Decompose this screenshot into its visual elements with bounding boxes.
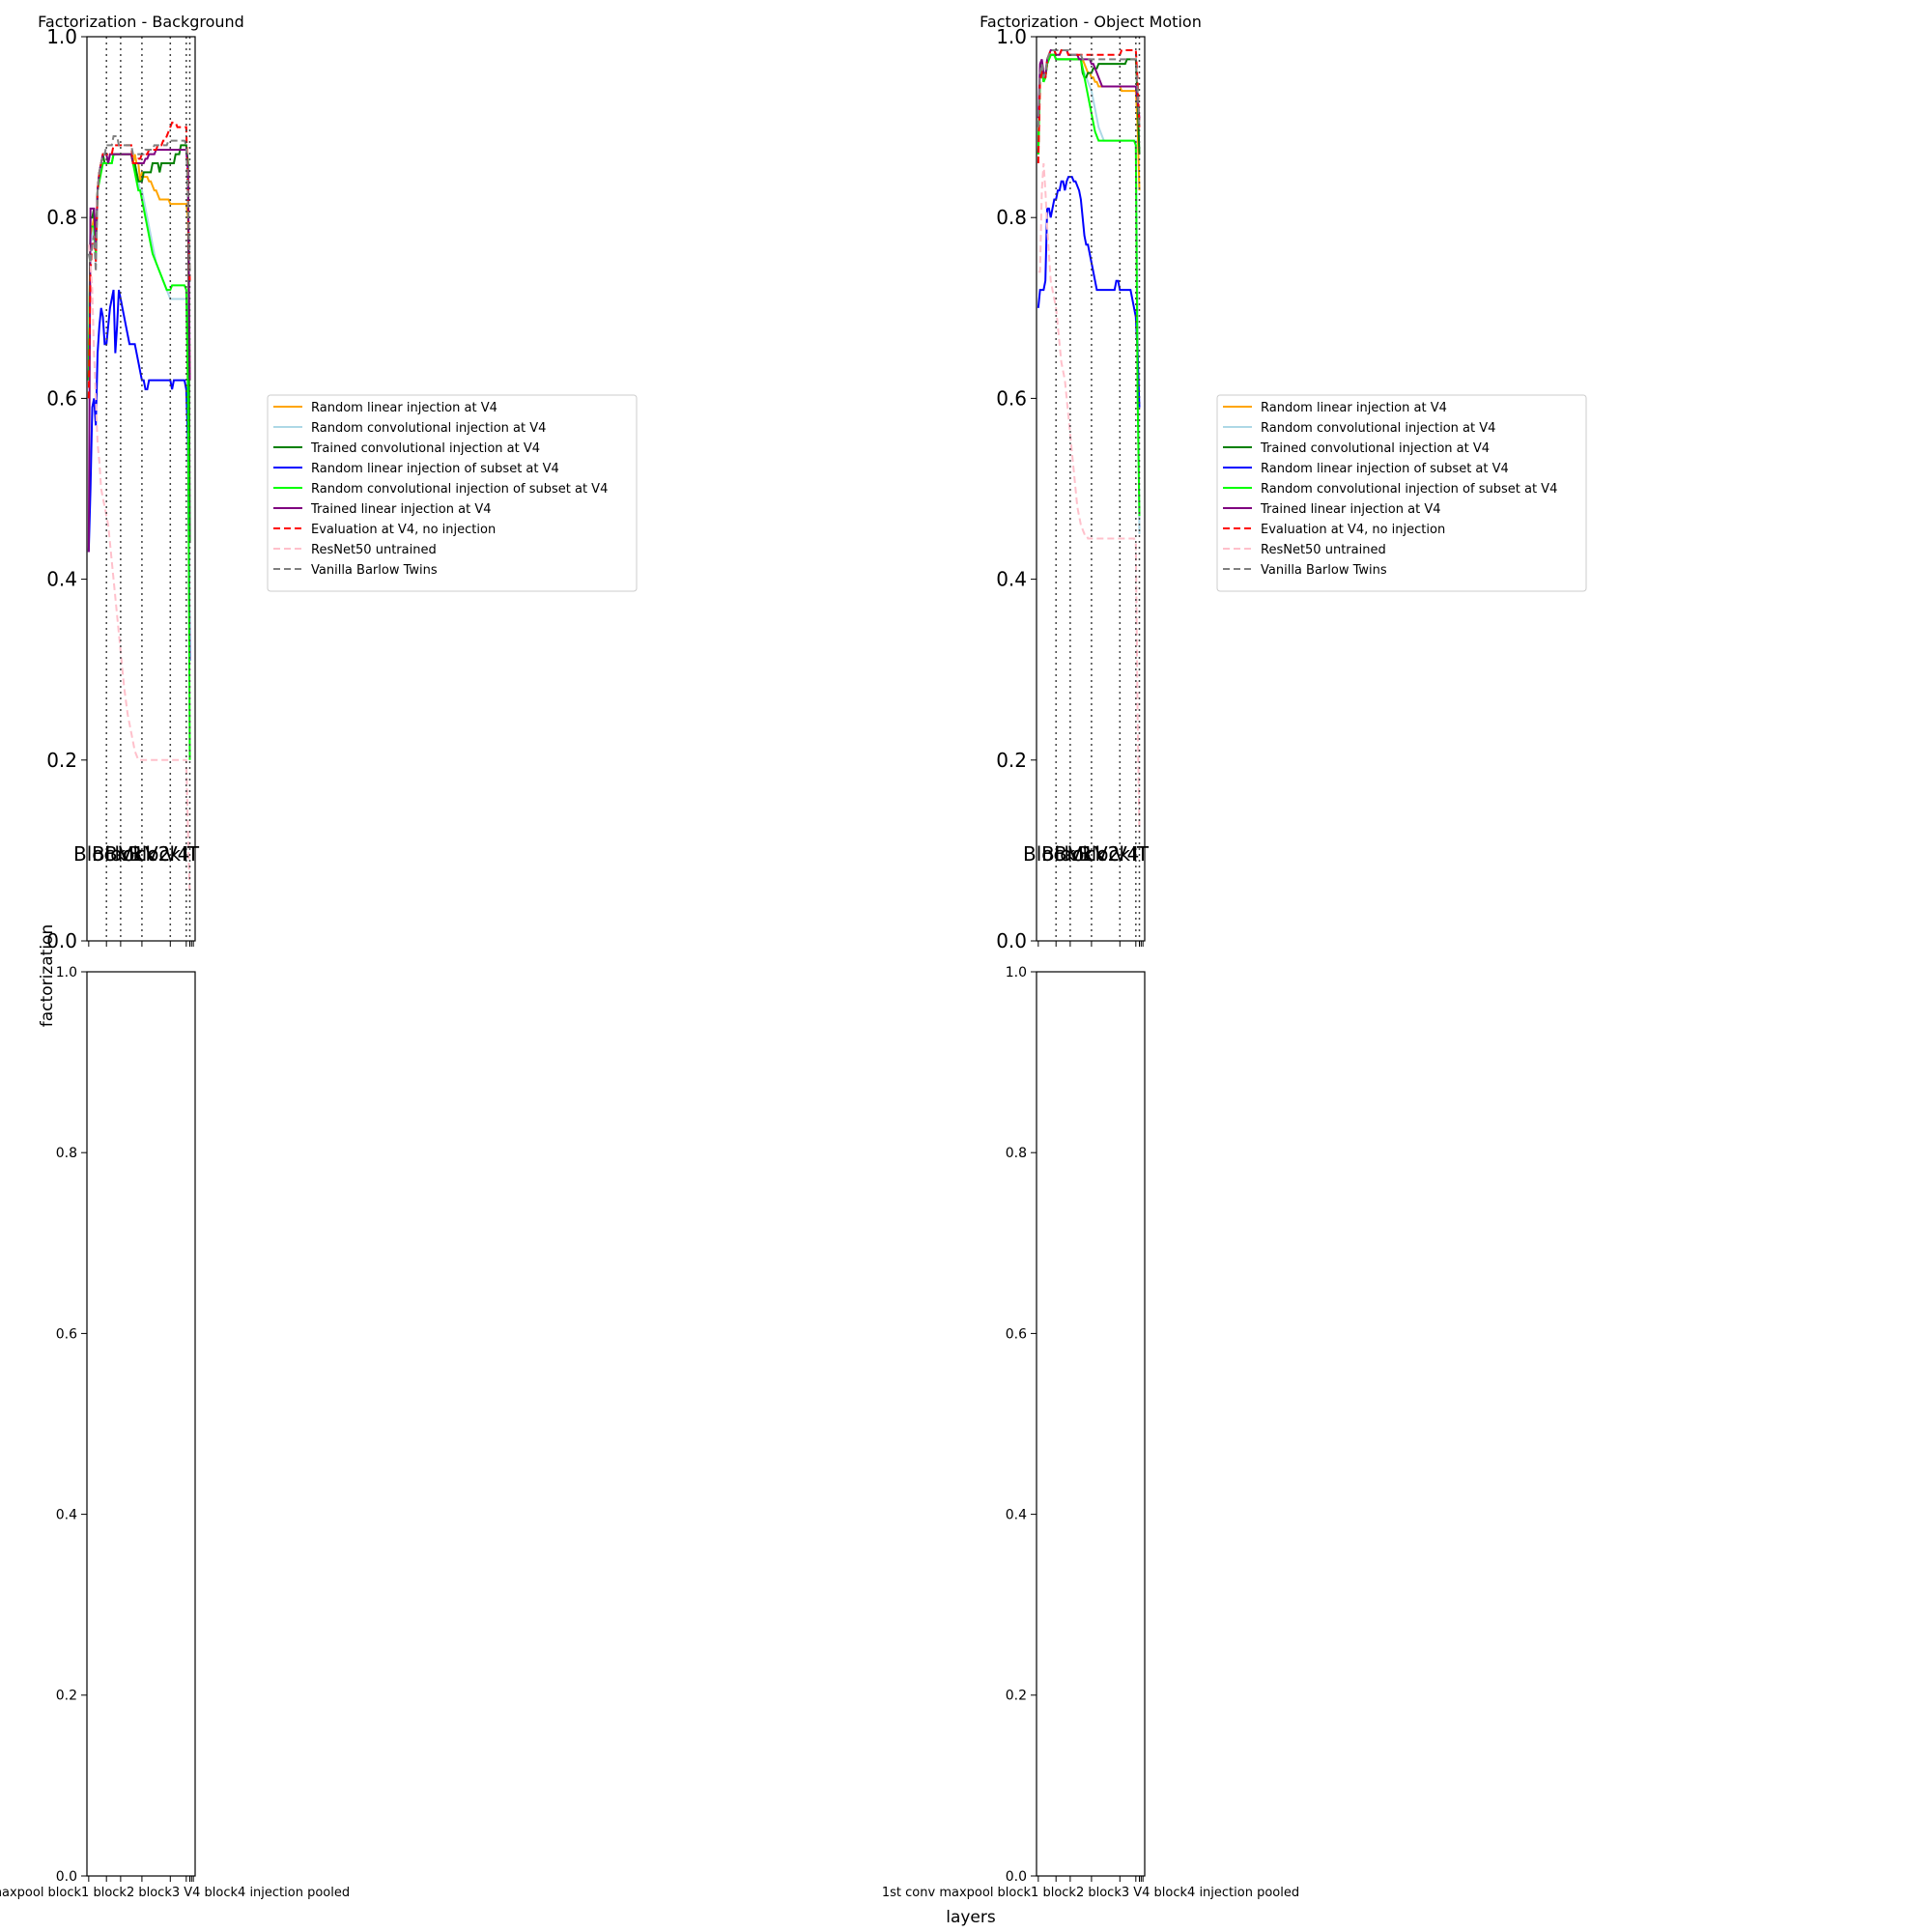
chart-panel-4: 0.0 0.2 0.4 0.6 0.8 1.0 1st conv maxpool block…	[882, 965, 1299, 1900]
region-label: V2	[1094, 842, 1120, 866]
y-tick-label: 0.6	[996, 386, 1027, 410]
legend-label: Evaluation at V4, no injection	[311, 523, 496, 537]
chart-panel-1: Factorization - Background 0.0 0.2 0.4 0.6 0.…	[38, 13, 638, 952]
region-label: Block	[128, 842, 182, 866]
chart-panel-2: Factorization - Object Motion 0.0 0.2 0.4 0.…	[980, 13, 1587, 952]
series-line-9	[87, 134, 191, 272]
chart-panel-3: 0.0 0.2 0.4 0.6 0.8 1.0 1st conv maxpool block…	[0, 965, 350, 1900]
legend-label: Trained linear injection at V4	[310, 502, 491, 517]
legend-label: Random linear injection of subset at V4	[1261, 462, 1509, 476]
region-label: Block	[1041, 842, 1094, 866]
plot-frame	[1036, 36, 1146, 942]
legend-label: ResNet50 untrained	[1261, 543, 1386, 557]
region-label: Block	[1023, 842, 1076, 866]
legend-label: Trained linear injection at V4	[1260, 502, 1440, 517]
legend: Random linear injection at V4 Random conv…	[1216, 394, 1587, 592]
region-label: Block	[104, 842, 157, 866]
region-label: Block	[1078, 842, 1131, 866]
y-tick-label: 0.8	[1006, 1146, 1027, 1161]
series-line-4	[87, 289, 191, 661]
x-axis-label: layers	[946, 1908, 996, 1927]
y-tick-label: 0.0	[1006, 1869, 1027, 1885]
legend-label: Trained convolutional injection at V4	[1260, 441, 1490, 456]
y-tick-label: 0.8	[56, 1146, 77, 1161]
legend-label: Random convolutional injection at V4	[1261, 421, 1495, 436]
plot-frame	[86, 36, 196, 942]
series-line-4	[1037, 176, 1141, 408]
chart-panels: Factorization - Background0.00.20.40.60.…	[0, 13, 1587, 1900]
y-tick-label: 0.4	[46, 568, 77, 591]
legend-label: Random convolutional injection of subset…	[1261, 482, 1557, 497]
region-label: Block	[73, 842, 127, 866]
series-line-5	[1037, 53, 1141, 517]
y-tick-label: 1.0	[46, 25, 77, 48]
legend-label: Random linear injection at V4	[311, 401, 497, 415]
plot-frame	[86, 971, 196, 1877]
series-line-8	[1037, 162, 1141, 833]
y-tick-label: 0.2	[1006, 1689, 1027, 1704]
region-label: V4	[1114, 842, 1139, 866]
y-tick-label: 0.6	[1006, 1326, 1027, 1342]
region-label: Block	[1054, 842, 1107, 866]
legend-frame	[1216, 394, 1587, 592]
y-tick-label: 0.0	[996, 929, 1027, 952]
y-tick-label: 1.0	[996, 25, 1027, 48]
y-tick-label: 0.2	[46, 749, 77, 772]
y-tick-label: 1.0	[56, 965, 77, 980]
region-label: IT	[182, 842, 200, 866]
legend-label: Random linear injection at V4	[1261, 401, 1447, 415]
x-tick-labels: 1st conv maxpool block1 block2 block3 V4…	[0, 1886, 350, 1900]
legend: Random linear injection at V4 Random conv…	[267, 394, 638, 592]
series-line-9	[1037, 49, 1141, 128]
chart-title: Factorization - Background	[38, 13, 244, 31]
legend-label: Random convolutional injection at V4	[311, 421, 546, 436]
y-tick-label: 0.4	[996, 568, 1027, 591]
y-tick-label: 0.2	[56, 1689, 77, 1704]
y-tick-label: 0.0	[56, 1869, 77, 1885]
y-tick-label: 0.0	[46, 929, 77, 952]
y-tick-label: 0.8	[996, 206, 1027, 229]
y-tick-label: 0.8	[46, 206, 77, 229]
legend-label: Vanilla Barlow Twins	[1261, 563, 1387, 578]
y-tick-label: 1.0	[1006, 965, 1027, 980]
chart-title: Factorization - Object Motion	[980, 13, 1202, 31]
legend-frame	[267, 394, 638, 592]
series-line-7	[1037, 49, 1141, 164]
region-label: V4	[164, 842, 189, 866]
y-tick-label: 0.4	[1006, 1508, 1027, 1523]
legend-label: Vanilla Barlow Twins	[311, 563, 438, 578]
y-tick-label: 0.4	[56, 1508, 77, 1523]
region-label: V1	[1068, 842, 1094, 866]
series-line-8	[87, 244, 191, 896]
legend-label: Random convolutional injection of subset…	[311, 482, 608, 497]
y-tick-label: 0.2	[996, 749, 1027, 772]
x-tick-labels: 1st conv maxpool block1 block2 block3 V4…	[882, 1886, 1299, 1900]
legend-label: Evaluation at V4, no injection	[1261, 523, 1445, 537]
region-label: V1	[119, 842, 144, 866]
region-label: Block	[92, 842, 145, 866]
region-label: V2	[145, 842, 170, 866]
legend-label: ResNet50 untrained	[311, 543, 437, 557]
y-tick-label: 0.6	[46, 386, 77, 410]
legend-label: Trained convolutional injection at V4	[310, 441, 540, 456]
y-axis-label: factorization	[38, 924, 57, 1027]
plot-frame	[1036, 971, 1146, 1877]
series-line-5	[87, 153, 191, 760]
legend-label: Random linear injection of subset at V4	[311, 462, 559, 476]
region-label: IT	[1131, 842, 1150, 866]
y-tick-label: 0.6	[56, 1326, 77, 1342]
